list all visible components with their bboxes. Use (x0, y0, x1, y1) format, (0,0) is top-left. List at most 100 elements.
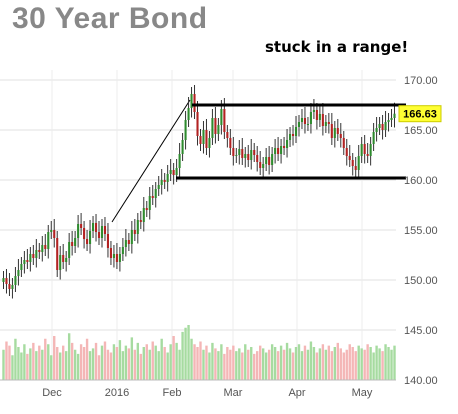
candle-body (280, 146, 283, 154)
volume-bar (100, 345, 104, 380)
candle-body (223, 109, 226, 132)
candle-body (68, 242, 71, 258)
candle-body (11, 285, 14, 289)
volume-bar (276, 351, 280, 380)
chart-title: 30 Year Bond (12, 2, 208, 35)
candle-body (378, 124, 381, 128)
candle-body (184, 120, 187, 140)
volume-bar (387, 347, 390, 380)
candle-body (375, 128, 378, 132)
candle-body (139, 220, 142, 222)
candle-body (190, 94, 193, 108)
volume-bar (375, 345, 378, 380)
candle-body (300, 118, 304, 122)
last-price-label: 166.63 (398, 105, 442, 123)
candle-body (244, 154, 247, 158)
candle-body (94, 223, 98, 232)
volume-bar (181, 331, 184, 380)
volume-bar (73, 349, 77, 380)
candle-body (80, 224, 83, 228)
candle-body (26, 260, 29, 262)
candle-body (268, 157, 271, 165)
volume-bar (223, 353, 226, 380)
candle-body (181, 140, 184, 154)
volume-bar (136, 342, 140, 380)
volume-bar (50, 355, 53, 380)
volume-bar (306, 349, 310, 380)
candle-body (8, 284, 11, 289)
candle-body (166, 174, 169, 182)
candle-body (241, 149, 244, 158)
y-axis: 170.00 165.00 160.00 155.00 150.00 145.00 140.… (404, 75, 438, 387)
candle-body (220, 109, 223, 125)
volume-bar (20, 352, 23, 380)
candle-body (97, 232, 101, 238)
candle-body (303, 118, 307, 124)
volume-bar (166, 352, 169, 380)
candle-body (366, 154, 369, 156)
candle-body (357, 156, 360, 170)
candle-body (372, 132, 375, 144)
volume-bar (2, 349, 5, 380)
volume-bar (112, 344, 116, 380)
volume-bar (318, 348, 322, 380)
candle-body (351, 160, 354, 166)
volume-bar (217, 351, 220, 380)
candle-body (321, 114, 324, 126)
volume-bar (321, 344, 325, 380)
volume-bar (241, 352, 244, 380)
volume-bar (384, 344, 387, 380)
candle-body (121, 247, 124, 254)
volume-bar (294, 347, 298, 380)
volume-bar (205, 345, 208, 380)
price-label-box (398, 105, 442, 123)
candle-body (17, 270, 20, 276)
candle-body (256, 155, 259, 162)
candle-body (348, 156, 351, 160)
volume-bar (91, 348, 95, 380)
candle-body (74, 238, 77, 246)
volume-bar (232, 345, 235, 380)
volume-bar (187, 325, 190, 380)
candle-body (29, 254, 32, 262)
volume-bar (106, 349, 110, 380)
candle-body (250, 150, 253, 160)
candle-body (53, 230, 56, 238)
candle-body (148, 196, 151, 210)
volume-bar (333, 347, 337, 380)
volume-bar (381, 351, 384, 380)
volume-bar (163, 347, 166, 380)
candle-body (306, 124, 309, 125)
volume-bar (193, 344, 196, 380)
candle-body (235, 155, 238, 156)
candle-body (47, 232, 50, 249)
volume-bar (175, 342, 178, 380)
volume-bar (184, 327, 187, 380)
candle-body (5, 278, 8, 284)
volume-bar (139, 353, 142, 380)
volume-bar (118, 340, 122, 380)
candle-body (336, 128, 339, 134)
volume-bar (5, 341, 8, 380)
volume-bar (250, 347, 253, 380)
volume-bar (267, 349, 271, 380)
volume-bar (97, 355, 101, 380)
x-axis: Dec 2016 Feb Mar Apr May (0, 379, 396, 399)
volume-bar (94, 342, 98, 380)
volume-bar (121, 351, 125, 380)
volume-bar (151, 341, 154, 380)
volume-bar (253, 353, 256, 380)
volume-bar (29, 348, 32, 380)
volume-bar (238, 348, 241, 380)
candle-body (187, 108, 190, 120)
y-tick-label: 155.00 (404, 225, 438, 237)
volume-bar (226, 347, 229, 380)
candle-body (20, 264, 23, 270)
candle-body (115, 254, 118, 262)
candle-body (238, 149, 241, 155)
volume-bar (157, 351, 160, 380)
candle-body (390, 118, 393, 120)
volume-bar (196, 347, 199, 380)
candle-body (208, 138, 211, 148)
candle-body (288, 134, 292, 140)
